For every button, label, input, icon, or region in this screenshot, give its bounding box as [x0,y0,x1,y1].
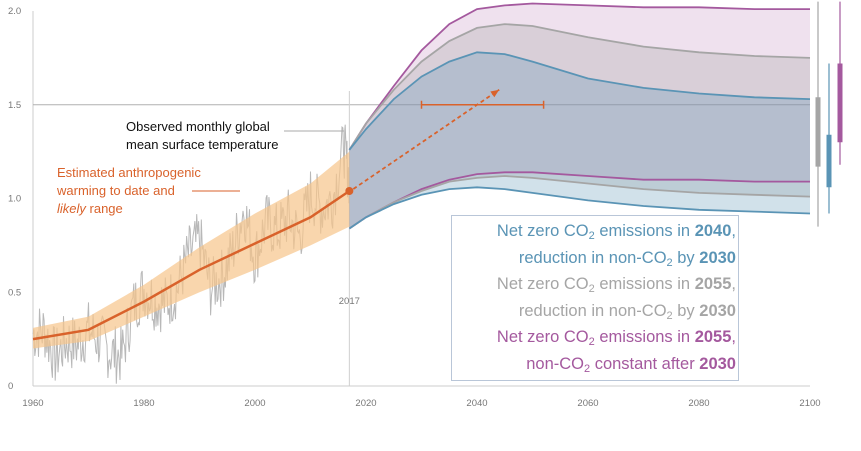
legend-entry-3-line1: Net zero CO2 emissions in 2055, [496,328,736,348]
observed-label-line2: mean surface temperature [126,137,278,152]
text-annotations: Observed monthly global mean surface temp… [56,119,344,216]
legend-entry-2-line2: reduction in non-CO2 by 2030 [518,301,736,322]
y-tick-label: 1.0 [8,194,21,205]
projection-area-1 [349,52,810,229]
legend-entry-2-line1: Net zero CO2 emissions in 2055, [496,275,736,295]
x-tick-label: 2060 [577,398,598,409]
marker-label-2017: 2017 [339,296,360,307]
anthropogenic-endpoint [345,187,354,195]
observed-label-line1: Observed monthly global [126,119,270,134]
x-tick-label: 2100 [799,398,820,409]
anthropogenic-line [32,189,351,341]
x-tick-label: 2020 [355,398,376,409]
projection-lower-line-2 [348,175,811,230]
x-tick-label: 2000 [244,398,265,409]
axis-ticks: 1960 1980 2000 2020 2040 2060 2080 2100 0 0.5 1.0 1… [8,6,821,409]
legend-entry-3-line2: non-CO2 constant after 2030 [526,354,736,375]
projection-upper-line-1 [348,51,811,151]
x-tick-label: 1980 [133,398,154,409]
legend-entry-1-line2: reduction in non-CO2 by 2030 [518,248,736,269]
projection-area-3 [349,3,810,229]
anthropogenic-likely-range [33,151,350,349]
y-tick-label: 0 [8,381,13,392]
anthropogenic-label-line1: Estimated anthropogenic [57,165,201,180]
chart-annotations [352,89,545,190]
x-tick-label: 2040 [466,398,487,409]
range-bar-3 [837,63,843,143]
projection-upper-line-2 [348,23,811,151]
projection-lower-line-1 [348,186,811,230]
range-bars [815,1,843,227]
anthropogenic-label-line3: likely range [57,201,123,216]
legend-entry-1-line1: Net zero CO2 emissions in 2040, [496,222,736,242]
y-tick-label: 2.0 [8,6,21,17]
projection-arrow-line [352,89,500,190]
anthropogenic-series [32,151,354,349]
anthropogenic-label-line2: warming to date and [56,183,175,198]
y-tick-label: 0.5 [8,287,21,298]
projection-upper-line-3 [348,2,810,151]
projection-arrow-head [490,89,500,98]
range-bar-1 [826,134,832,188]
range-bar-2 [815,97,821,167]
projection-areas [348,2,811,230]
legend: Net zero CO2 emissions in 2040, reduction… [451,215,739,381]
x-tick-label: 2080 [688,398,709,409]
x-tick-label: 1960 [22,398,43,409]
y-tick-label: 1.5 [8,100,21,111]
